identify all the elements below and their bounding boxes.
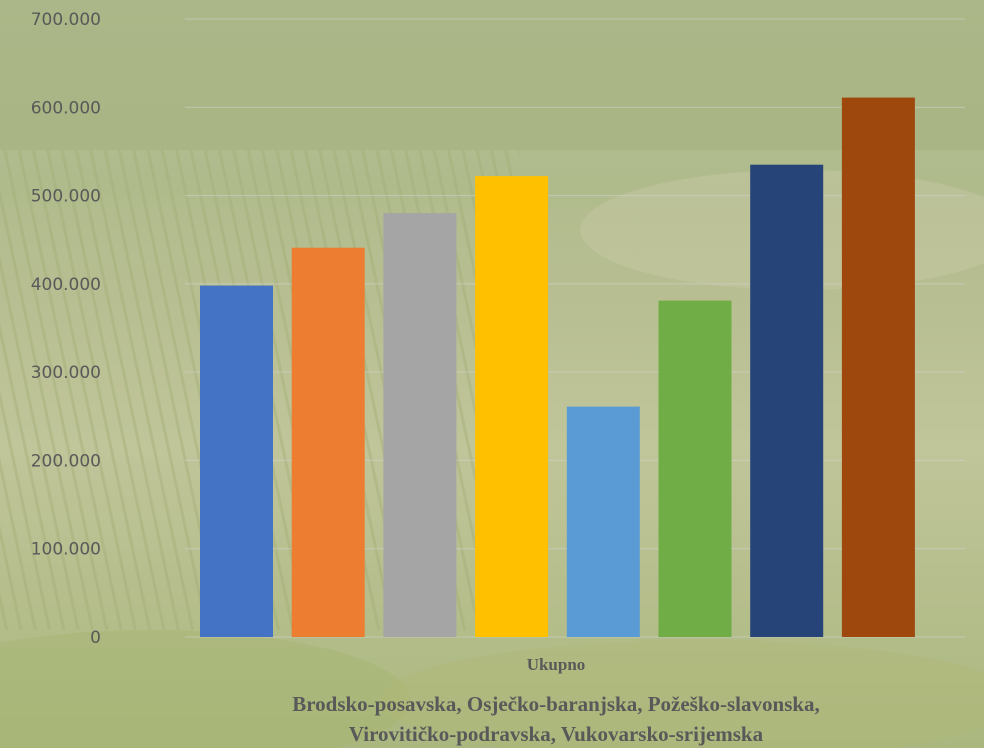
bar-2	[291, 247, 365, 637]
x-axis-title-line-2: Virovitičko-podravska, Vukovarsko-srijem…	[349, 722, 764, 746]
bar-8	[841, 97, 915, 638]
y-tick-label: 100.000	[31, 540, 101, 560]
y-axis-ticks: 0 100.000 200.000 300.000 400.000 500.000 600.…	[31, 10, 101, 648]
y-tick-label: 0	[90, 628, 101, 648]
x-axis-title-line-1: Brodsko-posavska, Osječko-baranjska, Pož…	[292, 692, 820, 716]
y-tick-label: 200.000	[31, 451, 101, 471]
x-category-label: Ukupno	[527, 655, 586, 674]
bars	[200, 97, 915, 638]
bar-4	[475, 176, 549, 637]
bar-3	[383, 213, 457, 637]
y-tick-label: 400.000	[31, 275, 101, 295]
y-tick-label: 300.000	[31, 363, 101, 383]
bar-1	[200, 285, 273, 637]
y-tick-label: 600.000	[31, 98, 101, 118]
y-tick-label: 700.000	[31, 10, 101, 30]
bar-5	[566, 406, 640, 637]
bar-7	[750, 164, 824, 637]
bar-6	[658, 300, 732, 637]
y-tick-label: 500.000	[31, 187, 101, 207]
